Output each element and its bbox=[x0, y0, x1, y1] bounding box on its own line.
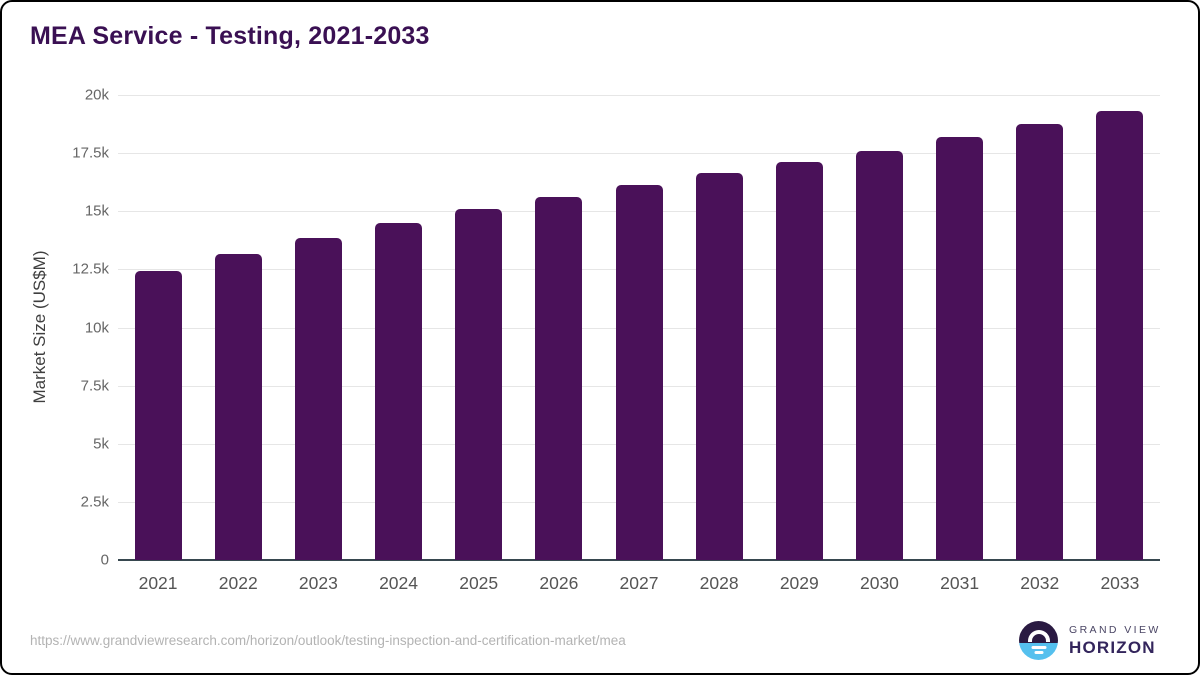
y-tick-label-7.5k: 7.5k bbox=[80, 377, 109, 395]
x-tick-label-2022: 2022 bbox=[218, 573, 258, 593]
bar-2028[interactable] bbox=[695, 173, 743, 560]
x-tick-label-2023: 2023 bbox=[298, 573, 338, 593]
footer-source-url: https://www.grandviewresearch.com/horizo… bbox=[30, 633, 626, 648]
bar-2026[interactable] bbox=[535, 196, 583, 560]
logo-brand-name: GRAND VIEW bbox=[1069, 623, 1161, 636]
x-tick-label-2033: 2033 bbox=[1100, 573, 1140, 593]
logo-product-name: HORIZON bbox=[1069, 637, 1156, 657]
horizon-line-icon bbox=[1031, 646, 1046, 649]
horizon-sunrise-icon bbox=[1019, 621, 1058, 660]
bar-2033[interactable] bbox=[1096, 111, 1144, 560]
x-tick-label-2025: 2025 bbox=[459, 573, 499, 593]
x-axis-line bbox=[118, 559, 1160, 561]
y-tick-label-20k: 20k bbox=[84, 86, 109, 104]
x-tick-label-2030: 2030 bbox=[859, 573, 899, 593]
bar-2021[interactable] bbox=[134, 270, 182, 560]
gridline-20k bbox=[118, 95, 1160, 96]
plot-area: 0 2.5k 5k 7.5k 10k 12.5k 15k 17.5k 20k 2021 2022 20… bbox=[72, 87, 1160, 593]
x-tick-label-2024: 2024 bbox=[379, 573, 418, 593]
x-tick-label-2029: 2029 bbox=[779, 573, 819, 593]
y-tick-label-0: 0 bbox=[100, 551, 109, 569]
y-tick-label-10k: 10k bbox=[84, 319, 109, 336]
y-tick-label-5k: 5k bbox=[93, 435, 109, 453]
bar-2032[interactable] bbox=[1016, 123, 1064, 560]
x-tick-label-2032: 2032 bbox=[1020, 573, 1060, 593]
bar-2027[interactable] bbox=[615, 184, 663, 560]
sunrise-arch-icon bbox=[1027, 630, 1050, 642]
logo-text: GRAND VIEW HORIZON bbox=[1069, 624, 1161, 658]
bar-2023[interactable] bbox=[294, 238, 342, 560]
bar-2031[interactable] bbox=[936, 137, 984, 560]
grand-view-horizon-logo: GRAND VIEW HORIZON bbox=[1019, 621, 1161, 660]
y-axis-title: Market Size (US$M) bbox=[30, 250, 49, 404]
bar-2022[interactable] bbox=[214, 254, 262, 560]
bar-2025[interactable] bbox=[455, 209, 503, 560]
y-tick-label-17.5k: 17.5k bbox=[72, 144, 109, 162]
x-tick-label-2021: 2021 bbox=[138, 573, 178, 593]
page-title: MEA Service - Testing, 2021-2033 bbox=[30, 22, 430, 50]
horizon-line-short-icon bbox=[1034, 651, 1043, 654]
x-tick-label-2028: 2028 bbox=[699, 573, 739, 593]
y-tick-label-15k: 15k bbox=[84, 202, 109, 220]
x-tick-label-2027: 2027 bbox=[619, 573, 659, 593]
bar-2030[interactable] bbox=[855, 150, 903, 560]
x-tick-label-2031: 2031 bbox=[940, 573, 980, 593]
bar-2024[interactable] bbox=[375, 223, 423, 560]
y-tick-label-2.5k: 2.5k bbox=[80, 493, 109, 511]
y-tick-label-12.5k: 12.5k bbox=[72, 260, 109, 278]
x-tick-label-2026: 2026 bbox=[539, 573, 579, 593]
gridline-17.5k bbox=[118, 153, 1160, 155]
bar-2029[interactable] bbox=[775, 162, 823, 560]
